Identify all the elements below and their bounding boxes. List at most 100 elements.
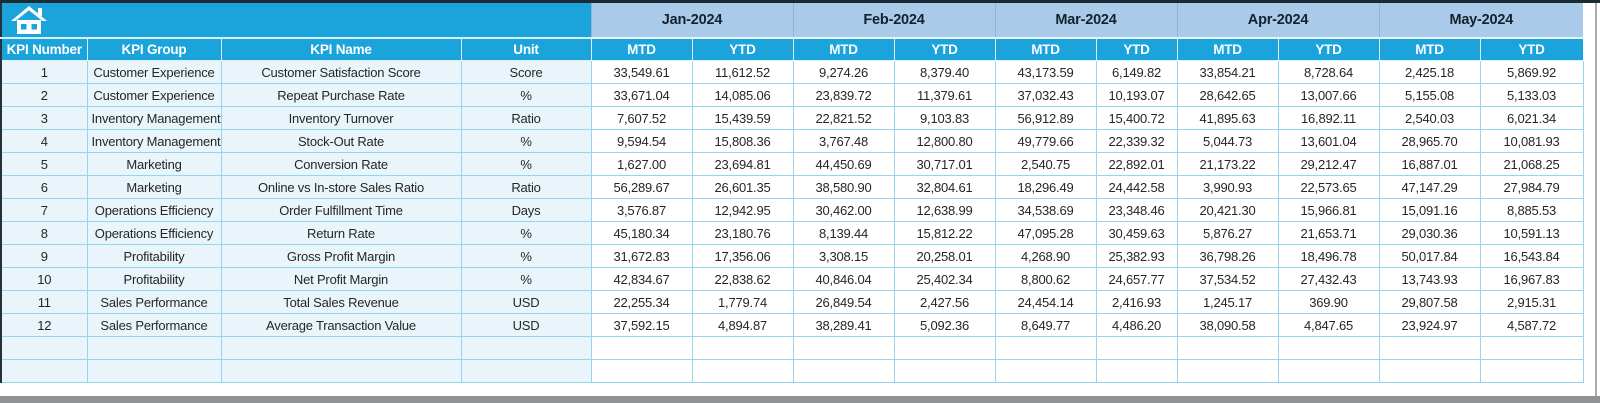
- kpi-value-cell[interactable]: 1,245.17: [1176, 290, 1279, 314]
- kpi-number-cell[interactable]: 4: [0, 129, 88, 153]
- kpi-value-cell[interactable]: 30,462.00: [792, 198, 895, 222]
- kpi-value-cell[interactable]: 23,839.72: [792, 83, 895, 107]
- empty-cell[interactable]: [691, 359, 794, 383]
- kpi-value-cell[interactable]: 33,549.61: [590, 60, 693, 84]
- kpi-value-cell[interactable]: 6,149.82: [1095, 60, 1178, 84]
- kpi-value-cell[interactable]: 13,743.93: [1378, 267, 1481, 291]
- empty-cell[interactable]: [1176, 336, 1279, 360]
- kpi-unit-cell[interactable]: Ratio: [460, 175, 592, 199]
- kpi-value-cell[interactable]: 25,402.34: [893, 267, 996, 291]
- kpi-unit-cell[interactable]: USD: [460, 290, 592, 314]
- empty-cell[interactable]: [86, 359, 222, 383]
- kpi-name-cell[interactable]: Average Transaction Value: [220, 313, 462, 337]
- kpi-value-cell[interactable]: 8,885.53: [1479, 198, 1584, 222]
- empty-cell[interactable]: [994, 336, 1097, 360]
- kpi-unit-cell[interactable]: %: [460, 129, 592, 153]
- kpi-value-cell[interactable]: 22,838.62: [691, 267, 794, 291]
- kpi-value-cell[interactable]: 15,812.22: [893, 221, 996, 245]
- kpi-value-cell[interactable]: 8,379.40: [893, 60, 996, 84]
- kpi-value-cell[interactable]: 2,427.56: [893, 290, 996, 314]
- kpi-value-cell[interactable]: 10,193.07: [1095, 83, 1178, 107]
- kpi-value-cell[interactable]: 56,289.67: [590, 175, 693, 199]
- kpi-group-cell[interactable]: Profitability: [86, 244, 222, 268]
- kpi-value-cell[interactable]: 6,021.34: [1479, 106, 1584, 130]
- kpi-value-cell[interactable]: 37,534.52: [1176, 267, 1279, 291]
- kpi-value-cell[interactable]: 24,657.77: [1095, 267, 1178, 291]
- kpi-value-cell[interactable]: 22,573.65: [1277, 175, 1380, 199]
- kpi-unit-cell[interactable]: USD: [460, 313, 592, 337]
- kpi-name-cell[interactable]: Total Sales Revenue: [220, 290, 462, 314]
- empty-cell[interactable]: [220, 359, 462, 383]
- kpi-value-cell[interactable]: 21,068.25: [1479, 152, 1584, 176]
- kpi-value-cell[interactable]: 29,212.47: [1277, 152, 1380, 176]
- kpi-value-cell[interactable]: 44,450.69: [792, 152, 895, 176]
- kpi-value-cell[interactable]: 20,421.30: [1176, 198, 1279, 222]
- kpi-name-cell[interactable]: Inventory Turnover: [220, 106, 462, 130]
- kpi-value-cell[interactable]: 37,592.15: [590, 313, 693, 337]
- kpi-value-cell[interactable]: 16,967.83: [1479, 267, 1584, 291]
- kpi-value-cell[interactable]: 21,653.71: [1277, 221, 1380, 245]
- kpi-value-cell[interactable]: 20,258.01: [893, 244, 996, 268]
- kpi-value-cell[interactable]: 4,486.20: [1095, 313, 1178, 337]
- kpi-number-cell[interactable]: 2: [0, 83, 88, 107]
- empty-cell[interactable]: [220, 336, 462, 360]
- kpi-value-cell[interactable]: 30,459.63: [1095, 221, 1178, 245]
- kpi-value-cell[interactable]: 8,139.44: [792, 221, 895, 245]
- empty-cell[interactable]: [893, 336, 996, 360]
- kpi-value-cell[interactable]: 26,601.35: [691, 175, 794, 199]
- kpi-value-cell[interactable]: 37,032.43: [994, 83, 1097, 107]
- kpi-name-cell[interactable]: Online vs In-store Sales Ratio: [220, 175, 462, 199]
- kpi-group-cell[interactable]: Marketing: [86, 152, 222, 176]
- kpi-value-cell[interactable]: 18,296.49: [994, 175, 1097, 199]
- kpi-value-cell[interactable]: 11,379.61: [893, 83, 996, 107]
- kpi-value-cell[interactable]: 22,339.32: [1095, 129, 1178, 153]
- kpi-value-cell[interactable]: 16,892.11: [1277, 106, 1380, 130]
- kpi-value-cell[interactable]: 4,587.72: [1479, 313, 1584, 337]
- empty-cell[interactable]: [994, 359, 1097, 383]
- kpi-value-cell[interactable]: 8,649.77: [994, 313, 1097, 337]
- kpi-value-cell[interactable]: 2,425.18: [1378, 60, 1481, 84]
- kpi-value-cell[interactable]: 4,268.90: [994, 244, 1097, 268]
- kpi-value-cell[interactable]: 11,612.52: [691, 60, 794, 84]
- kpi-value-cell[interactable]: 21,173.22: [1176, 152, 1279, 176]
- kpi-unit-cell[interactable]: Days: [460, 198, 592, 222]
- kpi-value-cell[interactable]: 5,044.73: [1176, 129, 1279, 153]
- empty-cell[interactable]: [1479, 359, 1584, 383]
- kpi-value-cell[interactable]: 29,807.58: [1378, 290, 1481, 314]
- kpi-value-cell[interactable]: 7,607.52: [590, 106, 693, 130]
- kpi-group-cell[interactable]: Profitability: [86, 267, 222, 291]
- kpi-unit-cell[interactable]: Score: [460, 60, 592, 84]
- kpi-value-cell[interactable]: 3,576.87: [590, 198, 693, 222]
- kpi-value-cell[interactable]: 29,030.36: [1378, 221, 1481, 245]
- kpi-value-cell[interactable]: 15,091.16: [1378, 198, 1481, 222]
- kpi-value-cell[interactable]: 4,894.87: [691, 313, 794, 337]
- empty-cell[interactable]: [460, 336, 592, 360]
- kpi-value-cell[interactable]: 43,173.59: [994, 60, 1097, 84]
- empty-cell[interactable]: [792, 336, 895, 360]
- kpi-value-cell[interactable]: 56,912.89: [994, 106, 1097, 130]
- kpi-unit-cell[interactable]: %: [460, 83, 592, 107]
- empty-cell[interactable]: [691, 336, 794, 360]
- empty-cell[interactable]: [0, 359, 88, 383]
- kpi-value-cell[interactable]: 9,594.54: [590, 129, 693, 153]
- kpi-value-cell[interactable]: 22,892.01: [1095, 152, 1178, 176]
- kpi-value-cell[interactable]: 36,798.26: [1176, 244, 1279, 268]
- kpi-group-cell[interactable]: Inventory Management: [86, 129, 222, 153]
- kpi-value-cell[interactable]: 33,671.04: [590, 83, 693, 107]
- kpi-value-cell[interactable]: 45,180.34: [590, 221, 693, 245]
- kpi-value-cell[interactable]: 13,007.66: [1277, 83, 1380, 107]
- kpi-value-cell[interactable]: 12,638.99: [893, 198, 996, 222]
- kpi-value-cell[interactable]: 23,348.46: [1095, 198, 1178, 222]
- kpi-number-cell[interactable]: 9: [0, 244, 88, 268]
- kpi-value-cell[interactable]: 15,966.81: [1277, 198, 1380, 222]
- kpi-value-cell[interactable]: 5,876.27: [1176, 221, 1279, 245]
- kpi-value-cell[interactable]: 1,779.74: [691, 290, 794, 314]
- kpi-group-cell[interactable]: Operations Efficiency: [86, 221, 222, 245]
- kpi-group-cell[interactable]: Customer Experience: [86, 60, 222, 84]
- kpi-value-cell[interactable]: 27,984.79: [1479, 175, 1584, 199]
- empty-cell[interactable]: [893, 359, 996, 383]
- kpi-value-cell[interactable]: 17,356.06: [691, 244, 794, 268]
- kpi-group-cell[interactable]: Sales Performance: [86, 290, 222, 314]
- kpi-value-cell[interactable]: 8,728.64: [1277, 60, 1380, 84]
- kpi-value-cell[interactable]: 15,400.72: [1095, 106, 1178, 130]
